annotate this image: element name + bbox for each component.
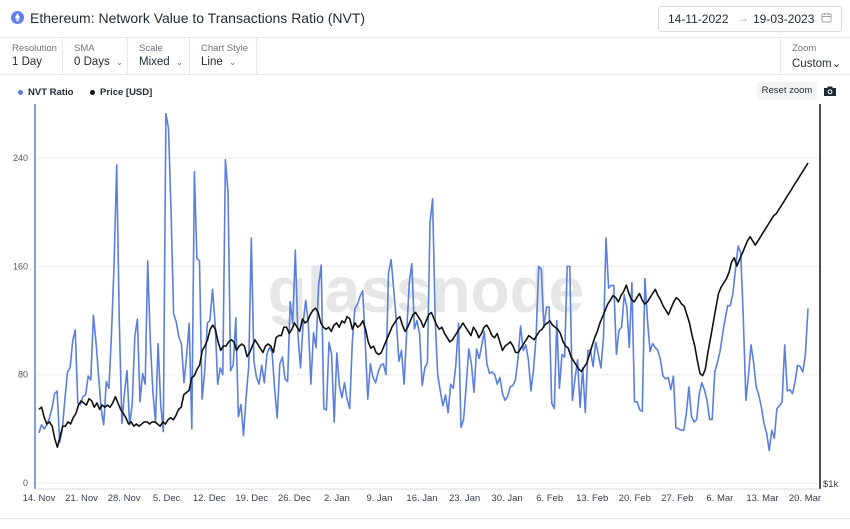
x-tick-label: 14. Nov — [23, 493, 56, 504]
sma-select[interactable]: SMA 0 Days ⌄ — [62, 38, 128, 74]
legend-dot-price — [90, 89, 96, 95]
date-range-picker[interactable]: 14-11-2022 → 19-03-2023 — [658, 6, 842, 32]
chevron-down-icon: ⌄ — [228, 57, 237, 67]
zoom-value: Custom — [792, 58, 832, 70]
y-tick-label: 160 — [13, 261, 28, 271]
navigator-strip[interactable] — [0, 518, 850, 529]
chevron-down-icon: ⌄ — [831, 58, 842, 70]
legend-label-nvt: NVT Ratio — [28, 87, 74, 98]
x-tick-label: 13. Feb — [576, 493, 608, 504]
sma-value: 0 Days — [74, 56, 110, 68]
date-arrow-icon: → — [737, 11, 749, 25]
chart-grid — [35, 157, 820, 484]
x-tick-label: 21. Nov — [65, 493, 98, 504]
resolution-select[interactable]: Resolution 1 Day — [0, 38, 63, 74]
right-axis-label: $1k — [823, 479, 839, 490]
x-tick-label: 2. Jan — [324, 493, 350, 504]
chevron-down-icon: ⌄ — [175, 57, 184, 67]
y-tick-label: 80 — [18, 370, 28, 380]
chart-controls: Resolution 1 Day SMA 0 Days ⌄ Scale Mixed… — [0, 38, 850, 75]
x-tick-label: 26. Dec — [278, 493, 311, 504]
chart-series — [38, 112, 809, 452]
ethereum-icon — [11, 11, 24, 24]
y-tick-label: 0 — [23, 478, 28, 488]
x-tick-label: 23. Jan — [449, 493, 480, 504]
x-tick-label: 19. Dec — [235, 493, 268, 504]
title-bar: Ethereum: Network Value to Transactions … — [0, 0, 850, 38]
scale-value-wrap: Mixed ⌄ — [139, 56, 183, 68]
chevron-down-icon: ⌄ — [115, 57, 124, 67]
scale-value: Mixed — [139, 56, 170, 68]
legend-item-nvt[interactable]: NVT Ratio — [18, 87, 73, 98]
date-from-input[interactable]: 14-11-2022 — [668, 12, 729, 26]
zoom-value-wrap: Custom⌄ — [792, 56, 841, 70]
x-tick-label: 28. Nov — [108, 493, 141, 504]
x-tick-label: 20. Feb — [619, 493, 651, 504]
x-tick-label: 9. Jan — [366, 493, 392, 504]
chart-axes: 0 80 160 240 14. Nov 21. Nov 28. Nov 5. Dec 12. … — [13, 104, 839, 504]
x-tick-label: 12. Dec — [193, 493, 226, 504]
date-to-input[interactable]: 19-03-2023 — [753, 12, 815, 26]
legend-item-price[interactable]: Price [USD] — [90, 87, 152, 98]
camera-icon[interactable] — [823, 84, 837, 102]
series-line-price — [38, 162, 809, 448]
x-tick-label: 13. Mar — [746, 493, 778, 504]
x-tick-label: 6. Feb — [536, 493, 563, 504]
chart-style-value-wrap: Line ⌄ — [201, 56, 236, 68]
legend-dot-nvt — [18, 89, 23, 95]
y-tick-label: 240 — [13, 153, 28, 163]
resolution-value: 1 Day — [12, 56, 43, 68]
x-tick-label: 30. Jan — [492, 493, 523, 504]
chart-style-select[interactable]: Chart Style Line ⌄ — [189, 38, 257, 74]
series-line-nvt — [38, 112, 809, 452]
chart-style-value: Line — [201, 56, 223, 68]
resolution-label: Resolution — [12, 43, 57, 54]
chart-legend: NVT Ratio Price [USD] — [18, 87, 166, 98]
x-tick-label: 6. Mar — [706, 493, 733, 504]
scale-label: Scale — [139, 43, 163, 54]
chart-style-label: Chart Style — [201, 43, 248, 54]
calendar-icon[interactable] — [821, 12, 832, 26]
sma-label: SMA — [74, 43, 95, 54]
x-tick-label: 20. Mar — [789, 493, 821, 504]
x-tick-label: 5. Dec — [153, 493, 181, 504]
page-title: Ethereum: Network Value to Transactions … — [30, 10, 366, 26]
scale-select[interactable]: Scale Mixed ⌄ — [127, 38, 190, 74]
sma-value-wrap: 0 Days ⌄ — [74, 56, 123, 68]
legend-label-price: Price [USD] — [100, 87, 153, 98]
x-tick-label: 16. Jan — [406, 493, 437, 504]
reset-zoom-button[interactable]: Reset zoom — [757, 82, 817, 100]
zoom-select[interactable]: Zoom Custom⌄ — [780, 38, 850, 74]
zoom-label: Zoom — [792, 43, 817, 54]
x-tick-label: 27. Feb — [661, 493, 693, 504]
